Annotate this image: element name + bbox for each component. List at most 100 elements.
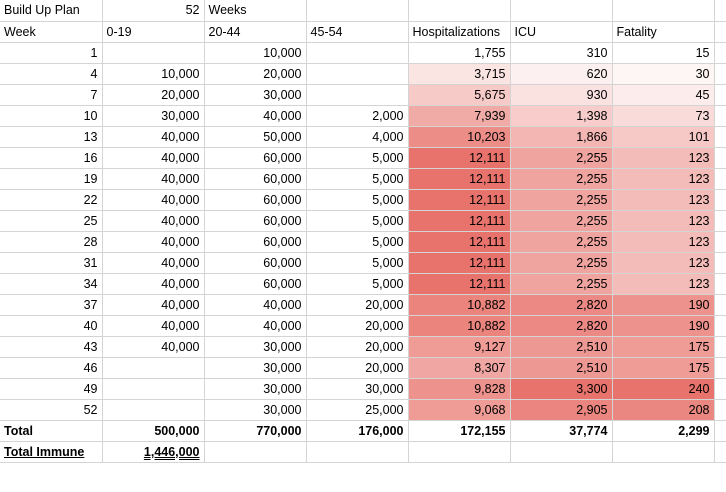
empty-cell[interactable] (714, 42, 726, 64)
empty-cell[interactable] (714, 399, 726, 421)
total-immune-label-cell[interactable]: Total Immune (0, 441, 103, 463)
cell-week[interactable]: 16 (0, 147, 103, 169)
cell-fatality[interactable]: 175 (612, 336, 715, 358)
cell-age-45-54[interactable]: 30,000 (306, 378, 409, 400)
cell-hospitalizations[interactable]: 9,068 (408, 399, 511, 421)
cell-hospitalizations[interactable]: 12,111 (408, 231, 511, 253)
cell-week[interactable]: 10 (0, 105, 103, 127)
total-cell-age-0-19[interactable]: 500,000 (102, 420, 205, 442)
header-cell-0-19[interactable]: 0-19 (102, 21, 205, 43)
cell-age-45-54[interactable]: 25,000 (306, 399, 409, 421)
total-label-cell[interactable]: Total (0, 420, 103, 442)
cell-hospitalizations[interactable]: 12,111 (408, 273, 511, 295)
empty-cell[interactable] (714, 315, 726, 337)
cell-hospitalizations[interactable]: 12,111 (408, 189, 511, 211)
cell-age-0-19[interactable]: 30,000 (102, 105, 205, 127)
cell-week[interactable]: 43 (0, 336, 103, 358)
cell-fatality[interactable]: 73 (612, 105, 715, 127)
cell-icu[interactable]: 1,398 (510, 105, 613, 127)
cell-age-0-19[interactable] (102, 42, 205, 64)
cell-hospitalizations[interactable]: 9,127 (408, 336, 511, 358)
cell-age-20-44[interactable]: 30,000 (204, 357, 307, 379)
cell-age-0-19[interactable] (102, 399, 205, 421)
empty-cell[interactable] (714, 336, 726, 358)
cell-age-45-54[interactable]: 4,000 (306, 126, 409, 148)
cell-hospitalizations[interactable]: 12,111 (408, 147, 511, 169)
cell-age-45-54[interactable]: 20,000 (306, 336, 409, 358)
cell-icu[interactable]: 310 (510, 42, 613, 64)
empty-cell[interactable] (714, 231, 726, 253)
cell-week[interactable]: 7 (0, 84, 103, 106)
cell-age-0-19[interactable]: 40,000 (102, 294, 205, 316)
total-cell-hospitalizations[interactable]: 172,155 (408, 420, 511, 442)
empty-cell[interactable] (714, 420, 726, 442)
cell-age-45-54[interactable]: 5,000 (306, 210, 409, 232)
cell-age-45-54[interactable]: 20,000 (306, 294, 409, 316)
weeks-label-cell[interactable]: Weeks (204, 0, 307, 22)
total-cell-age-45-54[interactable]: 176,000 (306, 420, 409, 442)
total-cell-icu[interactable]: 37,774 (510, 420, 613, 442)
empty-cell[interactable] (306, 441, 409, 463)
empty-cell[interactable] (714, 294, 726, 316)
cell-fatality[interactable]: 208 (612, 399, 715, 421)
cell-age-0-19[interactable]: 20,000 (102, 84, 205, 106)
cell-age-20-44[interactable]: 50,000 (204, 126, 307, 148)
empty-cell[interactable] (408, 441, 511, 463)
empty-cell[interactable] (714, 210, 726, 232)
cell-fatality[interactable]: 123 (612, 252, 715, 274)
cell-icu[interactable]: 2,255 (510, 252, 613, 274)
cell-fatality[interactable]: 175 (612, 357, 715, 379)
empty-cell[interactable] (714, 441, 726, 463)
empty-cell[interactable] (408, 0, 511, 22)
cell-fatality[interactable]: 123 (612, 231, 715, 253)
empty-cell[interactable] (714, 126, 726, 148)
empty-cell[interactable] (612, 0, 715, 22)
cell-week[interactable]: 40 (0, 315, 103, 337)
cell-age-20-44[interactable]: 30,000 (204, 378, 307, 400)
cell-hospitalizations[interactable]: 10,882 (408, 294, 511, 316)
cell-age-20-44[interactable]: 30,000 (204, 399, 307, 421)
cell-week[interactable]: 52 (0, 399, 103, 421)
cell-hospitalizations[interactable]: 5,675 (408, 84, 511, 106)
cell-age-20-44[interactable]: 30,000 (204, 336, 307, 358)
cell-age-0-19[interactable]: 10,000 (102, 63, 205, 85)
header-cell-fatality[interactable]: Fatality (612, 21, 715, 43)
cell-age-0-19[interactable]: 40,000 (102, 147, 205, 169)
empty-cell[interactable] (714, 21, 726, 43)
cell-icu[interactable]: 2,510 (510, 336, 613, 358)
title-cell[interactable]: Build Up Plan (0, 0, 103, 22)
cell-icu[interactable]: 3,300 (510, 378, 613, 400)
cell-age-45-54[interactable]: 5,000 (306, 231, 409, 253)
cell-age-45-54[interactable]: 2,000 (306, 105, 409, 127)
cell-icu[interactable]: 2,255 (510, 210, 613, 232)
cell-fatality[interactable]: 123 (612, 168, 715, 190)
cell-age-20-44[interactable]: 10,000 (204, 42, 307, 64)
cell-icu[interactable]: 2,255 (510, 147, 613, 169)
empty-cell[interactable] (306, 0, 409, 22)
cell-icu[interactable]: 2,820 (510, 294, 613, 316)
cell-icu[interactable]: 2,255 (510, 189, 613, 211)
cell-week[interactable]: 25 (0, 210, 103, 232)
cell-icu[interactable]: 2,510 (510, 357, 613, 379)
empty-cell[interactable] (714, 357, 726, 379)
header-cell-20-44[interactable]: 20-44 (204, 21, 307, 43)
cell-fatality[interactable]: 30 (612, 63, 715, 85)
cell-age-45-54[interactable]: 5,000 (306, 168, 409, 190)
cell-age-20-44[interactable]: 60,000 (204, 168, 307, 190)
cell-age-20-44[interactable]: 40,000 (204, 105, 307, 127)
cell-hospitalizations[interactable]: 3,715 (408, 63, 511, 85)
cell-fatality[interactable]: 123 (612, 189, 715, 211)
cell-age-0-19[interactable]: 40,000 (102, 273, 205, 295)
cell-age-0-19[interactable]: 40,000 (102, 231, 205, 253)
cell-fatality[interactable]: 123 (612, 147, 715, 169)
cell-icu[interactable]: 1,866 (510, 126, 613, 148)
cell-hospitalizations[interactable]: 12,111 (408, 252, 511, 274)
cell-age-0-19[interactable]: 40,000 (102, 189, 205, 211)
cell-hospitalizations[interactable]: 7,939 (408, 105, 511, 127)
cell-age-0-19[interactable]: 40,000 (102, 252, 205, 274)
cell-fatality[interactable]: 123 (612, 210, 715, 232)
empty-cell[interactable] (510, 0, 613, 22)
cell-week[interactable]: 13 (0, 126, 103, 148)
cell-icu[interactable]: 2,255 (510, 168, 613, 190)
cell-age-20-44[interactable]: 20,000 (204, 63, 307, 85)
